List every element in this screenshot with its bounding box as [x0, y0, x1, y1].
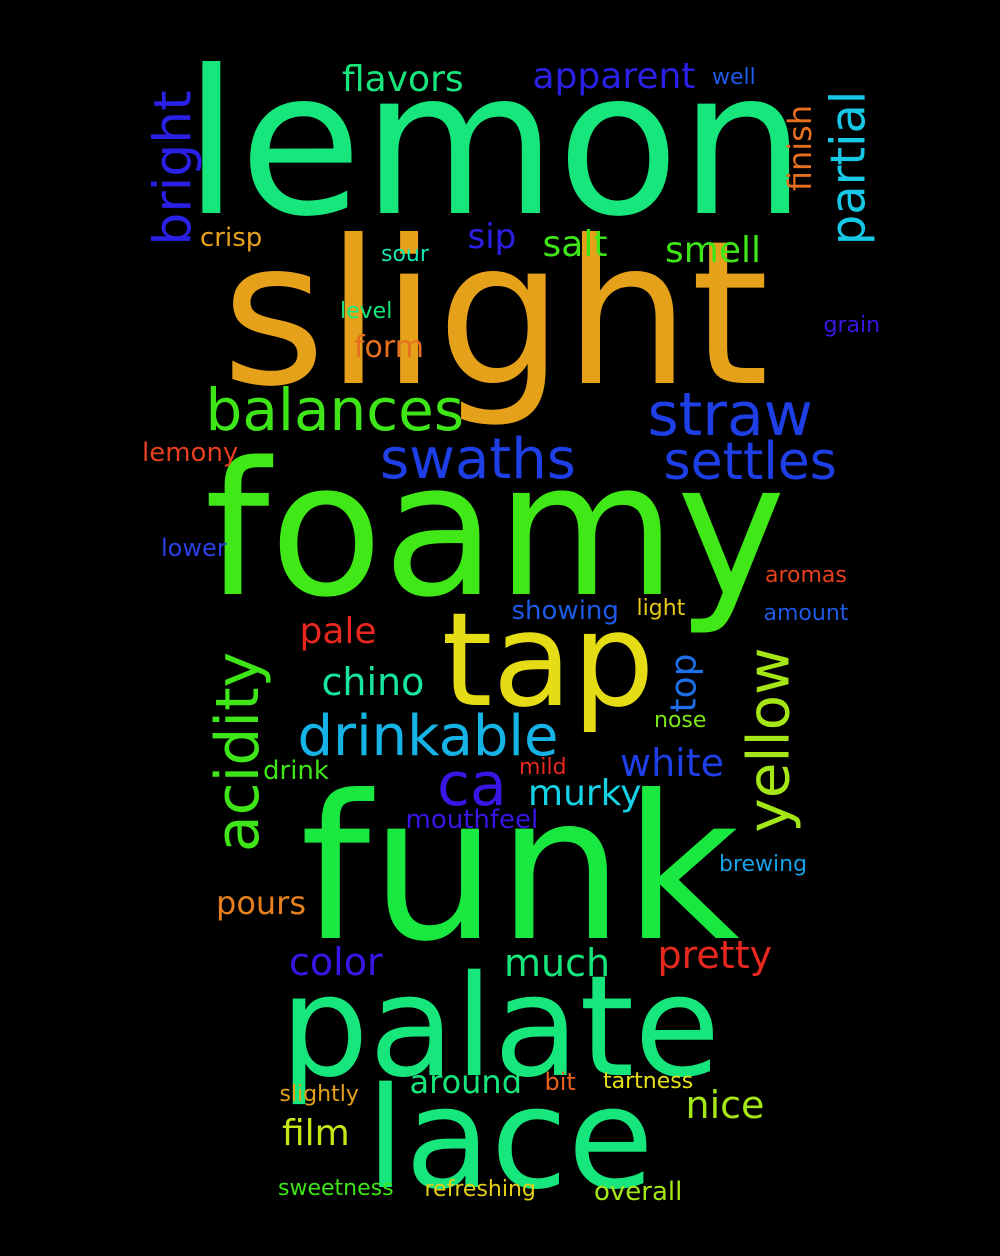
word-sour: sour: [381, 242, 429, 267]
word-palate: palate: [280, 946, 721, 1109]
word-film: film: [282, 1113, 350, 1154]
word-foamy: foamy: [204, 421, 786, 638]
word-bright: bright: [143, 90, 204, 246]
word-yellow: yellow: [734, 647, 803, 833]
word-sip: sip: [467, 217, 517, 257]
word-pretty: pretty: [657, 933, 773, 977]
word-nice: nice: [685, 1083, 765, 1127]
word-murky: murky: [528, 773, 642, 814]
word-crisp: crisp: [200, 223, 263, 253]
word-lemon: lemon: [183, 28, 807, 261]
word-much: much: [504, 941, 611, 985]
word-pours: pours: [216, 884, 306, 922]
word-apparent: apparent: [532, 56, 696, 97]
word-flavors: flavors: [342, 59, 464, 100]
word-mild: mild: [519, 755, 567, 780]
word-nose: nose: [654, 708, 707, 733]
word-amount: amount: [763, 601, 849, 626]
word-smell: smell: [665, 230, 761, 271]
word-showing: showing: [511, 596, 619, 626]
word-lemony: lemony: [142, 438, 239, 468]
word-funk: funk: [300, 753, 740, 986]
word-settles: settles: [663, 432, 837, 492]
word-around: around: [409, 1063, 523, 1101]
word-pale: pale: [299, 611, 377, 652]
word-grain: grain: [823, 313, 881, 338]
word-slight: slight: [221, 198, 769, 431]
word-chino: chino: [321, 660, 425, 704]
word-level: level: [340, 299, 393, 324]
word-white: white: [620, 741, 724, 785]
word-brewing: brewing: [719, 852, 808, 877]
word-light: light: [636, 596, 686, 621]
word-bit: bit: [544, 1068, 576, 1096]
word-lace: lace: [366, 1058, 654, 1221]
word-form: form: [354, 330, 424, 365]
word-drink: drink: [263, 756, 329, 786]
word-finish: finish: [781, 104, 820, 192]
word-drinkable: drinkable: [297, 704, 559, 769]
word-acidity: acidity: [203, 651, 274, 853]
word-balances: balances: [205, 376, 465, 444]
word-ca: ca: [437, 750, 507, 820]
word-slightly: slightly: [279, 1082, 359, 1107]
word-color: color: [289, 940, 383, 984]
word-tartness: tartness: [603, 1069, 694, 1094]
word-salt: salt: [542, 224, 608, 265]
word-aromas: aromas: [765, 563, 847, 588]
word-straw: straw: [647, 380, 813, 450]
word-top: top: [663, 653, 704, 713]
word-tap: tap: [441, 584, 655, 736]
word-sweetness: sweetness: [278, 1176, 394, 1201]
word-swaths: swaths: [380, 427, 576, 492]
word-overall: overall: [594, 1177, 683, 1207]
word-well: well: [712, 65, 756, 90]
word-lower: lower: [161, 534, 227, 562]
word-mouthfeel: mouthfeel: [405, 805, 539, 835]
word-partial: partial: [819, 90, 876, 246]
word-refreshing: refreshing: [424, 1177, 536, 1202]
